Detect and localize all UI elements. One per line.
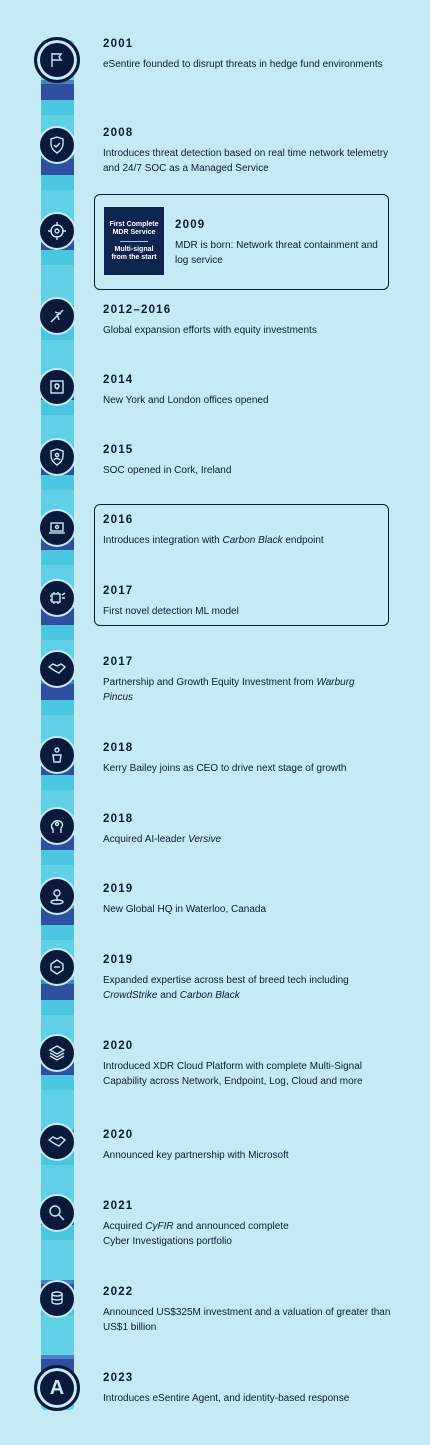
magnifier-icon: [38, 1194, 76, 1232]
entry-year: 2012–2016: [103, 304, 172, 316]
entry-text: Global expansion efforts with equity inv…: [103, 325, 317, 336]
timeline-rail: [41, 40, 74, 1410]
entry-text: SOC opened in Cork, Ireland: [103, 465, 232, 476]
timeline-entry-2001: 2001 eSentire founded to disrupt threats…: [103, 38, 403, 72]
entry-text: Acquired CyFIR and announced complete Cy…: [103, 1221, 289, 1247]
timeline-entry-2023: 2023 Introduces eSentire Agent, and iden…: [103, 1372, 403, 1406]
ai-head-icon: [38, 807, 76, 845]
chip-icon: [38, 579, 76, 617]
layers-icon: [38, 1034, 76, 1072]
entry-year: 2018: [103, 813, 134, 825]
entry-text: First novel detection ML model: [103, 606, 239, 617]
person-podium-icon: [38, 736, 76, 774]
globe-plane-icon: [38, 297, 76, 335]
entry-year: 2015: [103, 444, 134, 456]
timeline-entry-2020-xdr: 2020 Introduced XDR Cloud Platform with …: [103, 1040, 403, 1089]
entry-year: 2017: [103, 585, 134, 597]
entry-text: Introduced XDR Cloud Platform with compl…: [103, 1061, 363, 1087]
badge-divider: [120, 240, 148, 242]
highlight-box-2009: [94, 194, 389, 290]
entry-text: Introduces eSentire Agent, and identity-…: [103, 1393, 350, 1404]
timeline-entry-2019-hq: 2019 New Global HQ in Waterloo, Canada: [103, 883, 403, 917]
target-icon: [38, 212, 76, 250]
timeline-entry-2012-2016: 2012–2016 Global expansion efforts with …: [103, 304, 403, 338]
entry-text: Kerry Bailey joins as CEO to drive next …: [103, 763, 347, 774]
timeline-entry-2020-microsoft: 2020 Announced key partnership with Micr…: [103, 1129, 403, 1163]
timeline-entry-2021: 2021 Acquired CyFIR and announced comple…: [103, 1200, 318, 1249]
entry-text: Announced key partnership with Microsoft: [103, 1150, 289, 1161]
entry-year: 2001: [103, 38, 134, 50]
timeline-entry-2017-investment: 2017 Partnership and Growth Equity Inves…: [103, 656, 363, 705]
entry-text: New Global HQ in Waterloo, Canada: [103, 904, 267, 915]
flag-icon: [34, 37, 80, 83]
entry-year: 2009: [175, 219, 206, 231]
highlight-box-2016-2017: [94, 504, 389, 626]
timeline-entry-2018-versive: 2018 Acquired AI-leader Versive: [103, 813, 403, 847]
entry-text: eSentire founded to disrupt threats in h…: [103, 59, 383, 70]
entry-text: Announced US$325M investment and a valua…: [103, 1307, 391, 1333]
entry-year: 2022: [103, 1286, 134, 1298]
timeline-entry-2022: 2022 Announced US$325M investment and a …: [103, 1286, 403, 1335]
timeline-entry-2018-ceo: 2018 Kerry Bailey joins as CEO to drive …: [103, 742, 403, 776]
timeline-entry-2016: 2016 Introduces integration with Carbon …: [103, 514, 403, 548]
map-pin-icon: [38, 368, 76, 406]
entry-year: 2021: [103, 1200, 134, 1212]
entry-text: Introduces integration with Carbon Black…: [103, 535, 324, 546]
entry-year: 2023: [103, 1372, 134, 1384]
shield-person-icon: [38, 438, 76, 476]
handshake-icon: [38, 650, 76, 688]
entry-year: 2019: [103, 883, 134, 895]
entry-text: Expanded expertise across best of breed …: [103, 975, 349, 1001]
tech-stack-icon: [38, 948, 76, 986]
entry-year: 2008: [103, 127, 134, 139]
entry-text: Introduces threat detection based on rea…: [103, 148, 389, 174]
entry-text: New York and London offices opened: [103, 395, 269, 406]
entry-text: MDR is born: Network threat containment …: [175, 240, 378, 266]
timeline-entry-2015: 2015 SOC opened in Cork, Ireland: [103, 444, 403, 478]
timeline-entry-2017-ml: 2017 First novel detection ML model: [103, 585, 403, 619]
timeline-entry-2019-tech: 2019 Expanded expertise across best of b…: [103, 954, 403, 1003]
entry-year: 2017: [103, 656, 134, 668]
timeline-entry-2009: 2009 MDR is born: Network threat contain…: [175, 219, 380, 268]
agent-a-icon: A: [34, 1365, 80, 1411]
timeline-entry-2008: 2008 Introduces threat detection based o…: [103, 127, 403, 176]
handshake-icon: [38, 1123, 76, 1161]
location-icon: [38, 877, 76, 915]
coins-icon: [38, 1280, 76, 1318]
badge-line-4: from the start: [111, 253, 157, 261]
laptop-icon: [38, 509, 76, 547]
entry-year: 2016: [103, 514, 134, 526]
shield-check-icon: [38, 126, 76, 164]
entry-year: 2019: [103, 954, 134, 966]
entry-year: 2020: [103, 1129, 134, 1141]
badge-line-1: First Complete: [109, 220, 159, 228]
entry-text: Acquired AI-leader Versive: [103, 834, 222, 845]
entry-text: Partnership and Growth Equity Investment…: [103, 677, 355, 703]
timeline-entry-2014: 2014 New York and London offices opened: [103, 374, 403, 408]
entry-year: 2018: [103, 742, 134, 754]
badge-line-3: Multi-signal: [114, 245, 154, 253]
entry-year: 2014: [103, 374, 134, 386]
badge-line-2: MDR Service: [112, 228, 156, 236]
mdr-service-badge: First Complete MDR Service Multi-signal …: [104, 207, 164, 275]
entry-year: 2020: [103, 1040, 134, 1052]
